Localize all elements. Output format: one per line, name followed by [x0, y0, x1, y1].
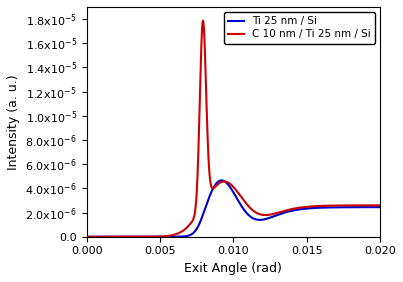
Line: Ti 25 nm / Si: Ti 25 nm / Si — [87, 180, 380, 237]
Line: C 10 nm / Ti 25 nm / Si: C 10 nm / Ti 25 nm / Si — [87, 21, 380, 237]
Ti 25 nm / Si — [219, 179, 224, 182]
Ti 25 nm / Si — [341, 206, 345, 209]
C 10 nm / Ti 25 nm / Si — [197, 120, 202, 124]
Ti 25 nm / Si — [372, 206, 377, 209]
Legend: Ti 25 nm / Si, C 10 nm / Ti 25 nm / Si: Ti 25 nm / Si, C 10 nm / Ti 25 nm / Si — [224, 12, 375, 44]
C 10 nm / Ti 25 nm / Si — [118, 235, 123, 239]
C 10 nm / Ti 25 nm / Si — [210, 186, 214, 190]
Ti 25 nm / Si — [84, 235, 89, 239]
Ti 25 nm / Si — [197, 222, 202, 226]
C 10 nm / Ti 25 nm / Si — [135, 235, 140, 239]
C 10 nm / Ti 25 nm / Si — [84, 235, 89, 239]
C 10 nm / Ti 25 nm / Si — [372, 204, 377, 207]
C 10 nm / Ti 25 nm / Si — [341, 204, 345, 207]
Ti 25 nm / Si — [135, 235, 140, 239]
Y-axis label: Intensity (a. u.): Intensity (a. u.) — [7, 74, 20, 170]
Ti 25 nm / Si — [378, 206, 382, 209]
Ti 25 nm / Si — [118, 235, 123, 239]
Ti 25 nm / Si — [210, 189, 214, 192]
X-axis label: Exit Angle (rad): Exit Angle (rad) — [185, 262, 283, 275]
C 10 nm / Ti 25 nm / Si — [378, 204, 382, 207]
C 10 nm / Ti 25 nm / Si — [201, 19, 206, 22]
